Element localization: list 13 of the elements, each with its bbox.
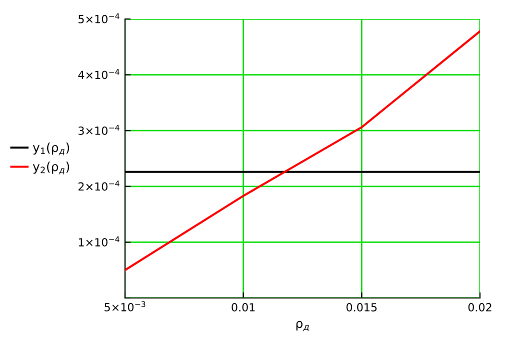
x-tick-label: 0.01 [232,303,255,312]
x-tick-label: 0.015 [346,303,377,312]
x-axis-title: ρ$_{д}$ [296,320,309,332]
line-series [125,30,480,272]
y-tick-label: 4×10$^{−4}$ [78,69,120,80]
x-tick-label: 5×10$^{−3}$ [104,301,146,312]
y-tick-label: 5×10$^{−4}$ [78,13,120,24]
y-tick-label: 1×10$^{−4}$ [78,236,120,247]
y-tick-label: 2×10$^{−4}$ [78,180,120,191]
legend-label: y$_{1}$(ρ$_{д}$) [32,142,70,156]
y-tick-label: 3×10$^{−4}$ [78,124,120,135]
legend-label: y$_{2}$(ρ$_{д}$) [32,162,70,174]
x-tick-label: 0.02 [468,303,492,312]
